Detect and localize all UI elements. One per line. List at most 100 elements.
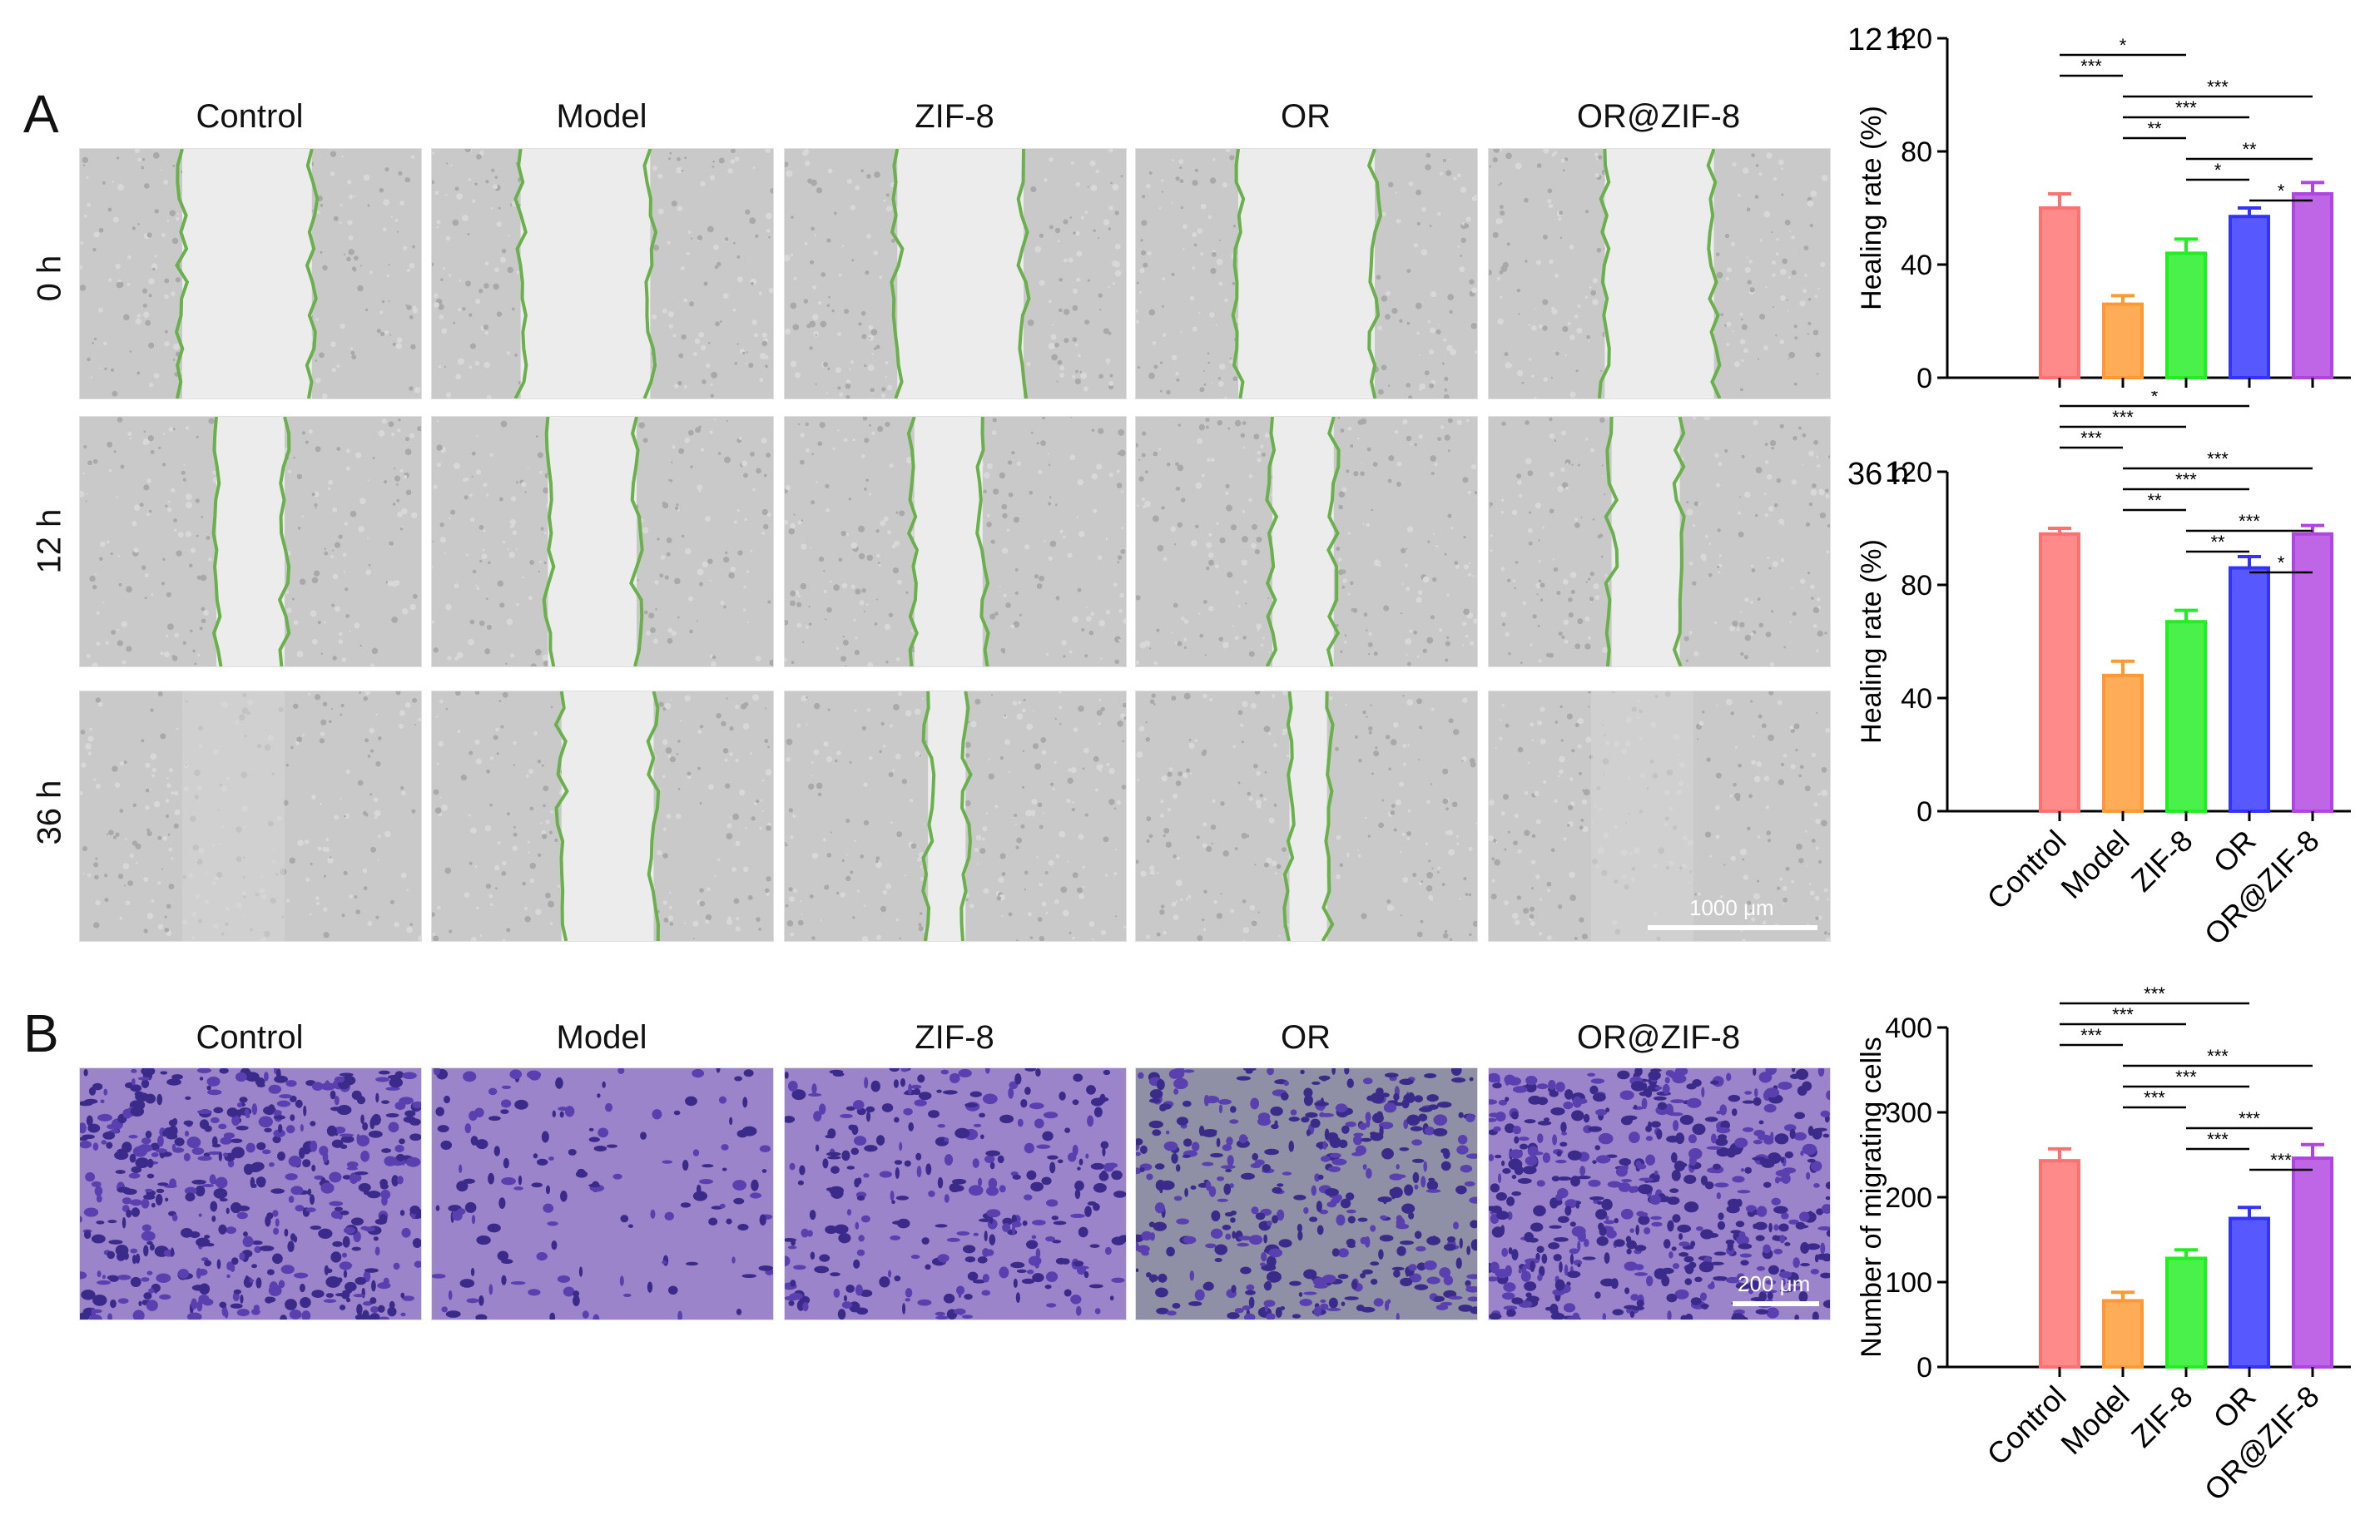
wound-image-0-2	[784, 148, 1127, 399]
significance-label: ***	[2112, 407, 2134, 428]
bar-model	[2102, 673, 2144, 813]
panel-a-column-model: Model	[556, 98, 647, 135]
x-tick-label: OR@ZIF-8	[2198, 824, 2326, 952]
wound-image-2-0	[79, 691, 422, 942]
x-tick-label: Control	[1981, 1379, 2073, 1472]
x-tick-label: ZIF-8	[2125, 824, 2199, 899]
wound-image-1-0	[79, 416, 422, 667]
x-tick-label: ZIF-8	[2125, 1379, 2199, 1454]
significance-label: ***	[2175, 97, 2197, 118]
significance-label: ***	[2207, 448, 2229, 469]
significance-label: *	[2278, 181, 2285, 201]
x-tick-label: Control	[1981, 824, 2073, 916]
y-tick-label: 0	[1916, 1352, 1932, 1384]
y-tick-label: 40	[1901, 683, 1932, 715]
x-tick-label: OR@ZIF-8	[2198, 1379, 2326, 1508]
wound-image-0-1	[431, 148, 774, 399]
bar-or	[2229, 1216, 2270, 1369]
y-tick-label: 300	[1885, 1097, 1932, 1129]
significance-label: *	[2214, 160, 2222, 181]
panel-a-scalebar-bar	[1648, 925, 1817, 930]
wound-image-2-3	[1135, 691, 1478, 942]
significance-label: ***	[2207, 1046, 2229, 1067]
y-tick-label: 0	[1916, 796, 1932, 828]
bar-or	[2229, 566, 2270, 813]
wound-image-2-4	[1488, 691, 1831, 942]
significance-label: ***	[2175, 469, 2197, 490]
bar-model	[2102, 1299, 2144, 1369]
significance-label: *	[2120, 35, 2127, 56]
y-tick-label: 400	[1885, 1013, 1932, 1044]
panel-a-letter: A	[23, 84, 59, 144]
y-axis-label: Number of migrating cells	[1856, 1037, 1887, 1357]
bar-or-zif-8	[2292, 1156, 2333, 1369]
bar-model	[2102, 302, 2144, 380]
panel-a-column-control: Control	[196, 98, 304, 135]
panel-a-column-or: OR	[1281, 98, 1331, 135]
y-tick-label: 40	[1901, 250, 1932, 281]
panel-a-column-or-zif8: OR@ZIF-8	[1576, 98, 1741, 135]
wound-image-2-1	[431, 691, 774, 942]
bar-zif-8	[2165, 251, 2207, 379]
significance-label: ***	[2239, 511, 2260, 532]
significance-label: ***	[2207, 77, 2229, 97]
bar-control	[2039, 206, 2080, 379]
significance-label: ***	[2080, 1025, 2102, 1046]
significance-label: ***	[2144, 1087, 2165, 1108]
bar-zif-8	[2165, 620, 2207, 814]
significance-label: ***	[2175, 1067, 2197, 1087]
chart-title: 36 h	[1847, 457, 1909, 492]
y-tick-label: 120	[1885, 23, 1932, 55]
significance-label: **	[2147, 490, 2162, 511]
wound-image-0-3	[1135, 148, 1478, 399]
panel-a-row-36h: 36 h	[31, 780, 68, 845]
bar-or	[2229, 215, 2270, 379]
significance-label: ***	[2144, 983, 2165, 1004]
transwell-image-1	[431, 1067, 774, 1320]
migrating-cells-chart: Number of migrating cells 0 100 200 300 400 Co…	[1856, 983, 2351, 1508]
significance-label: ***	[2112, 1004, 2134, 1025]
transwell-image-2	[784, 1067, 1127, 1320]
significance-label: ***	[2207, 1129, 2229, 1150]
x-tick-label: Model	[2054, 824, 2135, 905]
bar-control	[2039, 1159, 2080, 1369]
y-tick-label: 100	[1885, 1267, 1932, 1299]
bar-zif-8	[2165, 1256, 2207, 1369]
panel-b-column-control: Control	[196, 1019, 304, 1056]
wound-image-0-0	[79, 148, 422, 399]
wound-image-1-4	[1488, 416, 1831, 667]
wound-image-1-3	[1135, 416, 1478, 667]
significance-label: **	[2147, 118, 2162, 139]
chart-title: 12 h	[1847, 22, 1909, 57]
y-tick-label: 80	[1901, 136, 1932, 168]
wound-image-1-2	[784, 416, 1127, 667]
significance-label: **	[2242, 139, 2257, 160]
y-axis-label: Healing rate (%)	[1856, 106, 1887, 310]
transwell-image-4	[1488, 1067, 1831, 1320]
y-tick-label: 120	[1885, 457, 1932, 488]
significance-label: **	[2210, 532, 2225, 552]
y-tick-label: 80	[1901, 570, 1932, 602]
transwell-image-0	[79, 1067, 422, 1320]
panel-b-column-zif8: ZIF-8	[915, 1019, 994, 1056]
significance-label: ***	[2080, 428, 2102, 448]
significance-label: *	[2278, 552, 2285, 573]
y-tick-label: 200	[1885, 1182, 1932, 1214]
panel-a-scalebar-label: 1000 μm	[1689, 895, 1774, 920]
panel-a-column-zif8: ZIF-8	[915, 98, 994, 135]
healing-rate-36h-chart: 36 h Healing rate (%) 0 40 80 120 ControlModel…	[1847, 391, 2351, 952]
y-tick-label: 0	[1916, 363, 1932, 394]
transwell-image-3	[1135, 1067, 1478, 1320]
bar-or-zif-8	[2292, 532, 2333, 814]
panel-b-letter: B	[23, 1003, 59, 1063]
wound-image-1-1	[431, 416, 774, 667]
bar-control	[2039, 532, 2080, 814]
panel-b-column-model: Model	[556, 1019, 647, 1056]
x-tick-label: Model	[2054, 1379, 2135, 1461]
y-axis-label: Healing rate (%)	[1856, 539, 1887, 744]
panel-a-row-12h: 12 h	[31, 508, 68, 574]
panel-b-scalebar-label: 200 μm	[1738, 1271, 1811, 1296]
significance-label: ***	[2270, 1150, 2292, 1171]
bar-or-zif-8	[2292, 192, 2333, 379]
significance-label: ***	[2239, 1108, 2260, 1129]
